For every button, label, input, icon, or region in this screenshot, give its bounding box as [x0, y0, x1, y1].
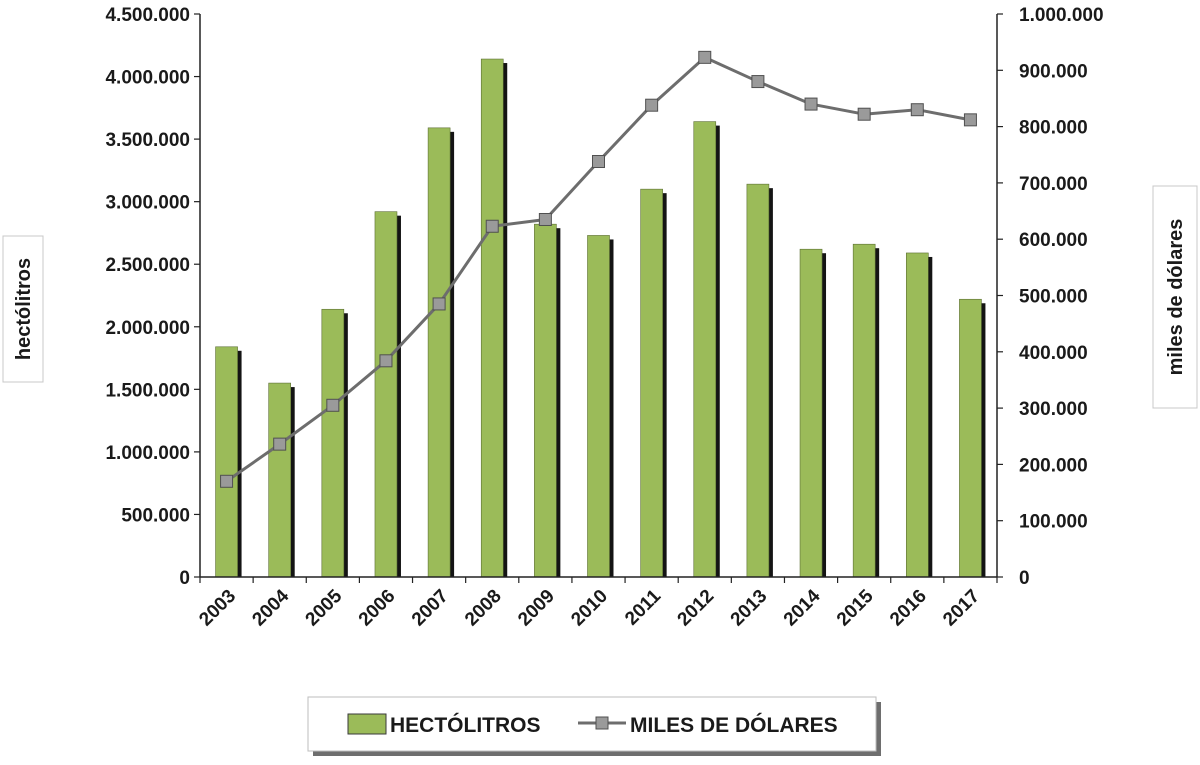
bar-2016 [905, 252, 929, 578]
legend: HECTÓLITROS MILES DE DÓLARES [307, 696, 881, 756]
right-tick-label-6: 600.000 [1019, 230, 1088, 251]
right-tick-label-5: 500.000 [1019, 287, 1088, 308]
bar-2013 [746, 183, 770, 578]
right-tick-label-8: 800.000 [1019, 118, 1088, 139]
line-point-2013 [751, 75, 765, 89]
x-tick-label-2017: 2017 [939, 586, 984, 631]
bar-2007 [427, 127, 451, 578]
x-tick-label-2009: 2009 [514, 586, 559, 631]
bar-2017 [959, 298, 982, 578]
line-point-2004 [273, 437, 287, 451]
right-axis-tick-labels: 0 100.000 200.000 300.000 400.000 500.000 600.… [1019, 5, 1104, 589]
right-tick-label-0: 0 [1019, 568, 1030, 589]
x-tick-label-2008: 2008 [461, 586, 506, 631]
right-tick-label-1: 100.000 [1019, 512, 1088, 533]
line-point-2007 [432, 297, 446, 311]
right-tick-label-10: 1.000.000 [1019, 5, 1104, 26]
left-axis-title-box: hectólitros [2, 235, 44, 383]
bar-2015 [852, 243, 876, 578]
line-point-2010 [592, 155, 605, 169]
left-tick-label-3: 1.500.000 [105, 380, 190, 401]
x-tick-label-2012: 2012 [674, 586, 719, 631]
x-tick-label-2013: 2013 [727, 586, 772, 631]
left-tick-label-4: 2.000.000 [105, 318, 190, 339]
right-axis-title-box: miles de dólares [1152, 185, 1198, 409]
x-tick-label-2003: 2003 [195, 586, 240, 631]
legend-swatch-hectolitros [347, 713, 387, 735]
bar-2011 [640, 188, 663, 578]
bar-2006 [374, 211, 398, 578]
left-axis-title: hectólitros [13, 258, 35, 360]
x-tick-label-2004: 2004 [248, 585, 293, 630]
line-series-miles-de-dolares [220, 50, 977, 488]
right-tick-label-2: 200.000 [1019, 455, 1088, 476]
line-point-2014 [804, 97, 818, 111]
left-tick-label-9: 4.500.000 [105, 5, 190, 26]
legend-label-miles-de-dolares: MILES DE DÓLARES [630, 713, 838, 737]
x-tick-label-2011: 2011 [621, 585, 665, 629]
bar-2009 [534, 223, 557, 578]
x-tick-label-2015: 2015 [833, 585, 878, 630]
bar-2012 [693, 121, 717, 578]
bar-2003 [215, 346, 238, 578]
bar-2005 [321, 308, 345, 578]
left-tick-label-1: 500.000 [121, 505, 190, 526]
line-point-2003 [220, 474, 234, 488]
line-point-2005 [326, 398, 340, 412]
right-axis-title: miles de dólares [1165, 219, 1187, 376]
line-point-2008 [485, 219, 499, 233]
x-tick-label-2005: 2005 [302, 585, 347, 630]
x-tick-label-2006: 2006 [355, 586, 400, 631]
left-tick-label-5: 2.500.000 [105, 255, 190, 276]
line-point-2009 [538, 212, 552, 226]
line-point-2016 [910, 103, 924, 117]
bar-2014 [799, 248, 823, 578]
line-point-2015 [857, 107, 871, 121]
line-point-2011 [645, 98, 659, 112]
bar-series-hectolitros [215, 58, 986, 578]
right-tick-label-9: 900.000 [1019, 61, 1088, 82]
left-tick-label-7: 3.500.000 [105, 130, 190, 151]
legend-swatch-marker [595, 716, 609, 730]
left-tick-label-8: 4.000.000 [105, 68, 190, 89]
line-point-2017 [963, 113, 977, 127]
x-axis-tick-labels: 2003 2004 2005 2006 2007 2008 2009 2010 2011 2012… [195, 585, 984, 630]
bar-2010 [587, 235, 610, 578]
left-tick-label-6: 3.000.000 [105, 193, 190, 214]
axes [194, 13, 1003, 583]
right-tick-label-3: 300.000 [1019, 399, 1088, 420]
bar-2004 [268, 382, 292, 578]
legend-label-hectolitros: HECTÓLITROS [390, 713, 541, 737]
x-tick-label-2010: 2010 [567, 586, 612, 631]
right-tick-label-7: 700.000 [1019, 174, 1088, 195]
line-point-2006 [379, 354, 393, 368]
x-tick-label-2007: 2007 [408, 586, 453, 631]
right-tick-label-4: 400.000 [1019, 343, 1088, 364]
left-tick-label-2: 1.000.000 [105, 443, 190, 464]
x-tick-label-2014: 2014 [780, 585, 825, 630]
x-tick-label-2016: 2016 [886, 586, 931, 631]
line-point-2012 [698, 50, 712, 64]
left-axis-tick-labels: 0 500.000 1.000.000 1.500.000 2.000.000 2.500… [105, 5, 190, 589]
left-tick-label-0: 0 [179, 568, 190, 589]
bar-2008 [480, 58, 504, 578]
